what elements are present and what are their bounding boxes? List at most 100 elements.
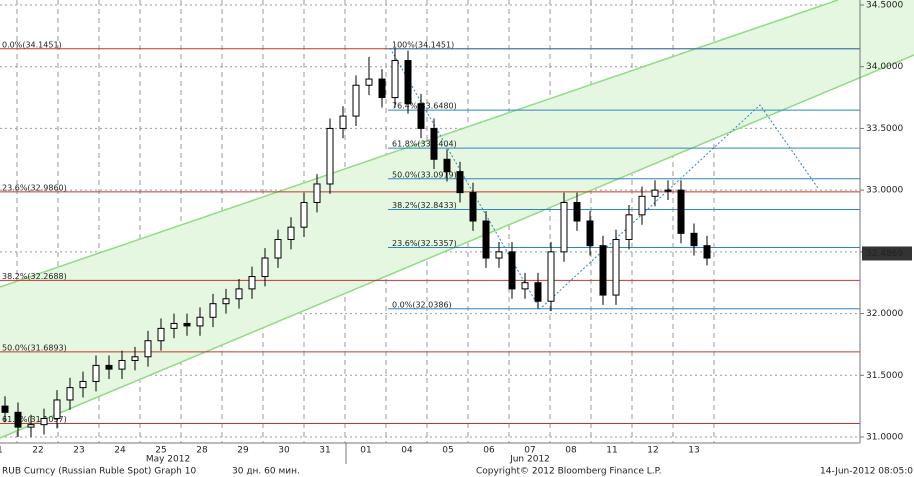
fib-label: 100%(34.1451) [392,40,454,49]
last-price-box [862,246,912,261]
candle-body [300,201,308,228]
candle-body [443,158,451,173]
candle-body [482,220,490,259]
month-label: Jun 2012 [509,455,550,465]
candle-body [651,189,659,197]
footer-period: 30 дн. 60 мин. [232,467,300,477]
fib-label: 38.2%(32.2688) [2,272,67,281]
candle-body [92,364,100,382]
candle-body [131,356,139,361]
x-tick-label: 24 [114,446,126,456]
x-tick-label: 13 [688,446,699,456]
x-tick-label: 30 [278,446,290,456]
channel-lower [0,54,914,439]
candle-body [430,127,438,160]
x-tick-label: 29 [237,446,249,456]
candles [1,48,711,437]
candle-body [677,189,685,234]
footer-copyright: Copyright© 2012 Bloomberg Finance L.P. [476,467,661,477]
fib-label: 61.8%(31.1097) [2,415,67,424]
candle-body [222,298,230,305]
fib-label: 0.0%(34.1451) [2,40,62,49]
candle-body [508,251,516,290]
fib-label: 0.0%(32.0386) [392,300,452,309]
candle-body [612,239,620,296]
x-tick-label: 31 [319,446,330,456]
candle-body [521,282,529,290]
candle-body [261,257,269,278]
candle-body [391,60,399,99]
candle-body [313,183,321,203]
candle-body [105,364,113,370]
x-tick-label: 23 [73,446,84,456]
candle-body [274,239,282,259]
candle-body [456,171,464,194]
candle-body [209,303,217,318]
candle-body [14,411,22,428]
candle-body [40,417,48,426]
candle-body [417,103,425,129]
footer-timestamp: 14-Jun-2012 08:05:01 [820,467,914,477]
fib-label: 23.6%(32.5357) [392,239,457,248]
candle-body [495,251,503,259]
candle-body [469,192,477,222]
candle-body [378,78,386,99]
y-tick-label: 33.5000 [866,124,903,134]
candle-body [625,214,633,241]
candle-body [638,195,646,216]
candle-body [53,399,61,419]
candle-body [287,226,295,241]
x-tick-label: 01 [360,446,371,456]
y-tick-label: 31.0000 [866,433,903,443]
candle-body [352,84,360,117]
candle-body [144,340,152,358]
y-tick-label: 33.0000 [866,186,903,196]
candle-body [560,201,568,253]
candle-body [404,60,412,105]
candle-body [118,359,126,370]
candle-body [183,322,191,327]
candle-body [1,405,9,413]
candle-body [235,288,243,300]
candle-body [157,327,165,342]
candle-body [586,220,594,247]
candle-body [196,316,204,327]
channel-upper [0,0,839,288]
month-label: May 2012 [146,455,190,465]
x-tick-label: 06 [483,446,495,456]
y-tick-label: 32.0000 [866,309,903,319]
candle-body [79,380,87,389]
candle-body [339,115,347,129]
x-tick-label: 21 [0,446,3,456]
candle-body [599,245,607,296]
x-tick-label: 04 [401,446,413,456]
x-tick-label: 28 [196,446,208,456]
candle-body [66,387,74,401]
x-tick-label: 05 [442,446,453,456]
fib-label: 38.2%(32.8433) [392,201,457,210]
fib-label: 50.0%(33.0919) [392,170,457,179]
candle-body [365,78,373,86]
candle-body [573,201,581,222]
y-tick-label: 34.5000 [866,1,903,11]
x-tick-label: 25 [155,446,166,456]
y-tick-label: 34.0000 [866,62,903,72]
fib-label: 50.0%(31.6893) [2,343,67,352]
candle-body [703,245,711,259]
x-tick-label: 12 [647,446,658,456]
footer-security: RUB Curncy (Russian Ruble Spot) Graph 10 [2,467,196,477]
y-tick-label: 31.5000 [866,371,903,381]
candle-body [326,127,334,185]
candle-body [248,276,256,290]
candle-body [664,189,672,192]
x-tick-label: 11 [606,446,617,456]
fib-label: 61.8%(33.3404) [392,140,457,149]
x-tick-label: 08 [565,446,577,456]
candle-body [170,322,178,329]
candle-body [690,232,698,247]
x-tick-label: 07 [524,446,535,456]
last-price-label: 32.4869 [866,249,903,259]
candle-body [27,424,35,428]
fib-label: 23.6%(32.9860) [2,183,67,192]
